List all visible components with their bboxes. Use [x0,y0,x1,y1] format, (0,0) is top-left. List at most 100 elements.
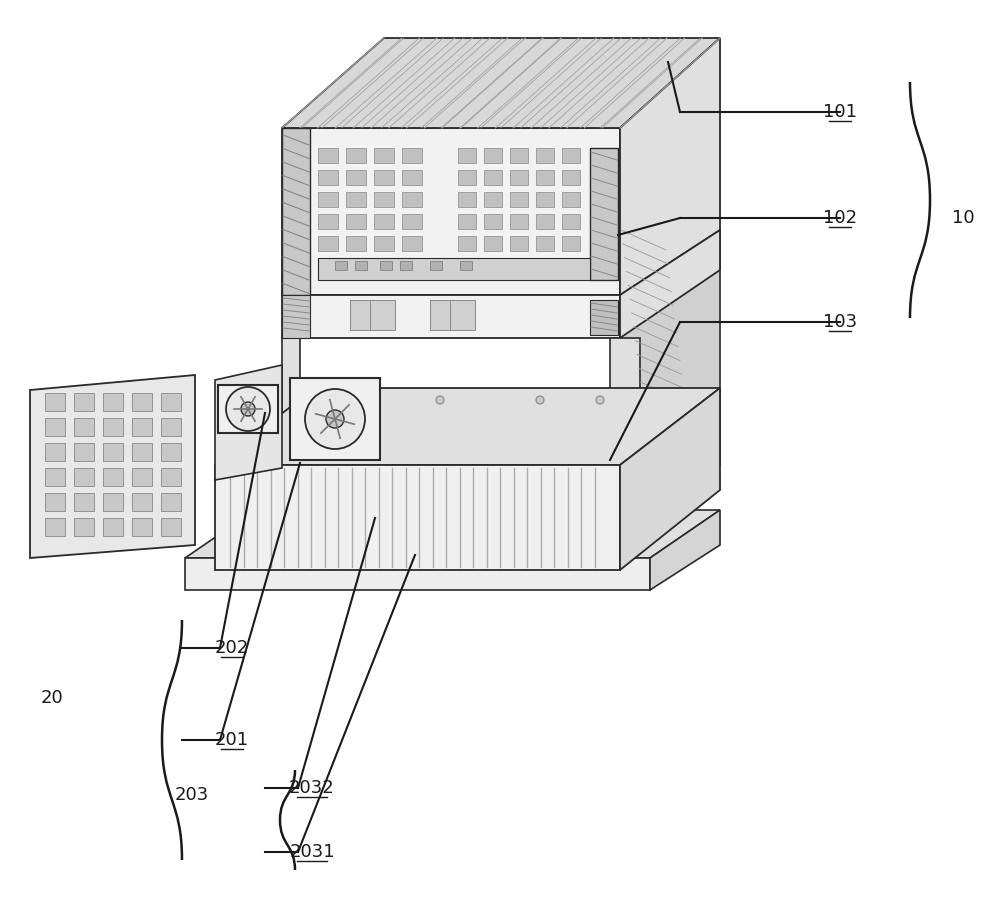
Polygon shape [350,300,375,330]
Circle shape [346,396,354,404]
Polygon shape [402,236,422,251]
Polygon shape [590,300,618,335]
Polygon shape [282,128,310,295]
Polygon shape [215,365,282,480]
Text: 2031: 2031 [289,843,335,861]
Circle shape [305,389,365,449]
Polygon shape [620,388,720,570]
Polygon shape [132,468,152,486]
Polygon shape [215,465,620,570]
Polygon shape [374,170,394,185]
Polygon shape [430,300,455,330]
Polygon shape [484,214,502,229]
Polygon shape [45,493,65,511]
Polygon shape [536,170,554,185]
Polygon shape [318,170,338,185]
Text: 20: 20 [41,689,63,707]
Polygon shape [458,170,476,185]
Polygon shape [346,170,366,185]
Polygon shape [536,192,554,207]
Polygon shape [402,170,422,185]
Polygon shape [103,468,123,486]
Polygon shape [30,375,195,558]
Polygon shape [74,518,94,536]
Text: 202: 202 [215,639,249,657]
Polygon shape [484,170,502,185]
Polygon shape [610,338,640,465]
Polygon shape [318,192,338,207]
Polygon shape [620,230,720,338]
Polygon shape [132,518,152,536]
Polygon shape [562,214,580,229]
Polygon shape [346,192,366,207]
Polygon shape [103,493,123,511]
Polygon shape [45,393,65,411]
Polygon shape [161,393,181,411]
Polygon shape [132,493,152,511]
Polygon shape [450,300,475,330]
Text: 203: 203 [175,786,209,804]
Polygon shape [45,468,65,486]
Polygon shape [161,418,181,436]
Polygon shape [346,148,366,163]
Polygon shape [74,418,94,436]
Polygon shape [374,214,394,229]
Polygon shape [74,443,94,461]
Polygon shape [282,230,720,295]
Polygon shape [484,236,502,251]
Polygon shape [346,214,366,229]
Polygon shape [562,148,580,163]
Polygon shape [282,128,620,295]
Polygon shape [45,518,65,536]
Polygon shape [218,385,278,433]
Polygon shape [335,261,347,270]
Polygon shape [103,518,123,536]
Polygon shape [458,192,476,207]
Polygon shape [510,192,528,207]
Polygon shape [103,393,123,411]
Polygon shape [536,214,554,229]
Polygon shape [282,338,300,465]
Text: 103: 103 [823,313,857,331]
Polygon shape [510,170,528,185]
Polygon shape [380,261,392,270]
Polygon shape [400,261,412,270]
Polygon shape [282,295,620,338]
Polygon shape [562,192,580,207]
Text: 101: 101 [823,103,857,121]
Polygon shape [161,468,181,486]
Circle shape [596,396,604,404]
Polygon shape [161,443,181,461]
Polygon shape [346,236,366,251]
Polygon shape [370,300,395,330]
Polygon shape [374,192,394,207]
Text: 102: 102 [823,209,857,227]
Polygon shape [282,38,720,128]
Polygon shape [132,418,152,436]
Polygon shape [318,258,590,280]
Polygon shape [103,418,123,436]
Polygon shape [45,418,65,436]
Polygon shape [374,236,394,251]
Polygon shape [620,38,720,295]
Polygon shape [590,148,618,280]
Polygon shape [460,261,472,270]
Polygon shape [484,192,502,207]
Polygon shape [355,261,367,270]
Polygon shape [458,236,476,251]
Polygon shape [74,393,94,411]
Polygon shape [458,214,476,229]
Polygon shape [484,148,502,163]
Polygon shape [374,148,394,163]
Polygon shape [45,443,65,461]
Polygon shape [318,148,338,163]
Circle shape [536,396,544,404]
Polygon shape [562,170,580,185]
Circle shape [241,402,255,416]
Polygon shape [458,148,476,163]
Circle shape [256,396,264,404]
Polygon shape [74,468,94,486]
Circle shape [326,410,344,428]
Text: 201: 201 [215,731,249,749]
Polygon shape [318,236,338,251]
